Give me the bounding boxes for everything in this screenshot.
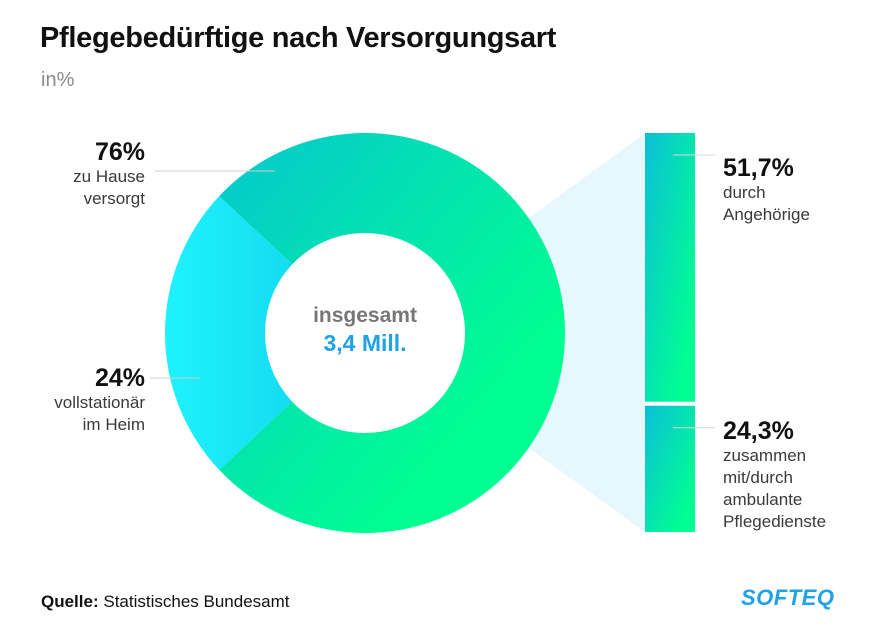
slice-home — [219, 133, 565, 533]
softeq-logo: SOFTEQ — [741, 585, 835, 610]
chart-title: Pflegebedürftige nach Versorgungsart — [40, 22, 557, 54]
label-ambulant-value: 24,3% — [723, 417, 794, 445]
chart-subtitle: in% — [41, 69, 75, 91]
label-relatives: 51,7% durch Angehörige — [723, 154, 880, 226]
breakdown-connector — [522, 133, 645, 532]
label-ambulant-desc-4: Pflegedienste — [723, 512, 827, 531]
label-ambulant-desc-2: mit/durch — [723, 468, 793, 487]
label-home: 76% zu Hause versorgt — [0, 138, 145, 210]
label-facility-value: 24% — [94, 364, 145, 392]
source-note: Quelle: Statistisches Bundesamt — [41, 592, 290, 612]
label-home-desc-2: versorgt — [83, 189, 145, 208]
label-facility-desc-2: im Heim — [82, 415, 145, 434]
source-text: Statistisches Bundesamt — [103, 592, 290, 611]
label-home-desc-1: zu Hause — [73, 167, 145, 186]
label-relatives-value: 51,7% — [723, 154, 794, 182]
center-label: insgesamt — [313, 304, 417, 327]
bar-segment-relatives — [645, 133, 695, 402]
label-home-value: 76% — [94, 138, 145, 166]
source-prefix: Quelle: — [41, 592, 99, 611]
label-relatives-desc-1: durch — [723, 183, 766, 202]
bar-segment-ambulant — [645, 405, 695, 532]
label-ambulant-desc-3: ambulante — [723, 490, 803, 509]
label-facility: 24% vollstationär im Heim — [0, 364, 145, 436]
label-facility-desc-1: vollstationär — [54, 393, 145, 412]
donut-center: insgesamt 3,4 Mill. — [265, 303, 465, 357]
label-ambulant: 24,3% zusammen mit/durch ambulante Pfleg… — [723, 417, 880, 533]
label-ambulant-desc-1: zusammen — [723, 446, 807, 465]
label-relatives-desc-2: Angehörige — [723, 205, 810, 224]
center-value: 3,4 Mill. — [323, 330, 407, 356]
slice-facility — [164, 196, 293, 470]
